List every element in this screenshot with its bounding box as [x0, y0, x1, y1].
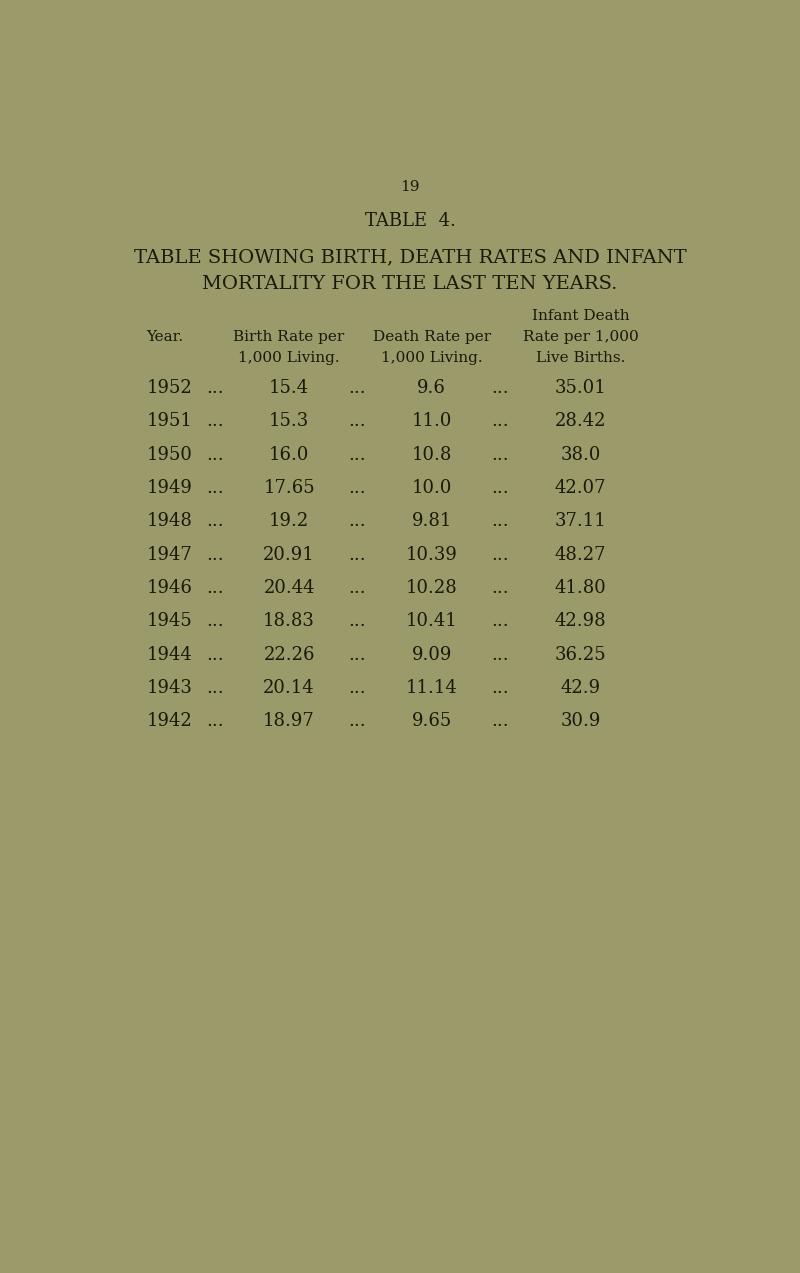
- Text: 42.9: 42.9: [561, 679, 601, 696]
- Text: 1945: 1945: [146, 612, 192, 630]
- Text: ...: ...: [349, 512, 366, 531]
- Text: 1951: 1951: [146, 412, 192, 430]
- Text: ...: ...: [491, 512, 509, 531]
- Text: ...: ...: [349, 612, 366, 630]
- Text: 19: 19: [400, 179, 420, 193]
- Text: ...: ...: [349, 412, 366, 430]
- Text: 1942: 1942: [146, 713, 192, 731]
- Text: 30.9: 30.9: [560, 713, 601, 731]
- Text: 9.09: 9.09: [411, 645, 452, 663]
- Text: 15.4: 15.4: [269, 379, 309, 397]
- Text: ...: ...: [206, 579, 223, 597]
- Text: Year.: Year.: [146, 330, 184, 344]
- Text: ...: ...: [491, 446, 509, 463]
- Text: 11.0: 11.0: [411, 412, 452, 430]
- Text: 16.0: 16.0: [269, 446, 310, 463]
- Text: 18.83: 18.83: [263, 612, 315, 630]
- Text: ...: ...: [491, 612, 509, 630]
- Text: TABLE SHOWING BIRTH, DEATH RATES AND INFANT: TABLE SHOWING BIRTH, DEATH RATES AND INF…: [134, 248, 686, 266]
- Text: ...: ...: [349, 479, 366, 496]
- Text: ...: ...: [206, 446, 223, 463]
- Text: ...: ...: [349, 645, 366, 663]
- Text: ...: ...: [206, 713, 223, 731]
- Text: 1943: 1943: [146, 679, 192, 696]
- Text: 42.07: 42.07: [554, 479, 606, 496]
- Text: 1,000 Living.: 1,000 Living.: [238, 350, 340, 364]
- Text: 22.26: 22.26: [263, 645, 315, 663]
- Text: 48.27: 48.27: [554, 546, 606, 564]
- Text: ...: ...: [206, 379, 223, 397]
- Text: 1,000 Living.: 1,000 Living.: [381, 350, 482, 364]
- Text: 1944: 1944: [146, 645, 192, 663]
- Text: 9.81: 9.81: [411, 512, 452, 531]
- Text: 28.42: 28.42: [554, 412, 606, 430]
- Text: 42.98: 42.98: [554, 612, 606, 630]
- Text: 10.39: 10.39: [406, 546, 458, 564]
- Text: 10.41: 10.41: [406, 612, 458, 630]
- Text: ...: ...: [491, 679, 509, 696]
- Text: ...: ...: [349, 446, 366, 463]
- Text: ...: ...: [491, 412, 509, 430]
- Text: ...: ...: [491, 546, 509, 564]
- Text: ...: ...: [349, 379, 366, 397]
- Text: ...: ...: [491, 379, 509, 397]
- Text: Death Rate per: Death Rate per: [373, 330, 490, 344]
- Text: 1949: 1949: [146, 479, 192, 496]
- Text: MORTALITY FOR THE LAST TEN YEARS.: MORTALITY FOR THE LAST TEN YEARS.: [202, 275, 618, 293]
- Text: 20.14: 20.14: [263, 679, 315, 696]
- Text: 18.97: 18.97: [263, 713, 315, 731]
- Text: 20.91: 20.91: [263, 546, 315, 564]
- Text: ...: ...: [491, 479, 509, 496]
- Text: Live Births.: Live Births.: [536, 350, 625, 364]
- Text: 20.44: 20.44: [263, 579, 315, 597]
- Text: 10.0: 10.0: [411, 479, 452, 496]
- Text: ...: ...: [206, 612, 223, 630]
- Text: 41.80: 41.80: [554, 579, 606, 597]
- Text: ...: ...: [206, 645, 223, 663]
- Text: ...: ...: [349, 546, 366, 564]
- Text: 1947: 1947: [146, 546, 192, 564]
- Text: Infant Death: Infant Death: [532, 309, 630, 323]
- Text: TABLE  4.: TABLE 4.: [365, 213, 455, 230]
- Text: 38.0: 38.0: [560, 446, 601, 463]
- Text: ...: ...: [349, 579, 366, 597]
- Text: 10.8: 10.8: [411, 446, 452, 463]
- Text: ...: ...: [206, 479, 223, 496]
- Text: ...: ...: [206, 512, 223, 531]
- Text: 9.65: 9.65: [411, 713, 452, 731]
- Text: 1952: 1952: [146, 379, 192, 397]
- Text: ...: ...: [206, 412, 223, 430]
- Text: 1948: 1948: [146, 512, 192, 531]
- Text: ...: ...: [206, 679, 223, 696]
- Text: 15.3: 15.3: [269, 412, 310, 430]
- Text: 11.14: 11.14: [406, 679, 458, 696]
- Text: 35.01: 35.01: [554, 379, 606, 397]
- Text: Rate per 1,000: Rate per 1,000: [522, 330, 638, 344]
- Text: ...: ...: [206, 546, 223, 564]
- Text: 37.11: 37.11: [554, 512, 606, 531]
- Text: Birth Rate per: Birth Rate per: [234, 330, 345, 344]
- Text: ...: ...: [349, 713, 366, 731]
- Text: ...: ...: [491, 645, 509, 663]
- Text: 1946: 1946: [146, 579, 192, 597]
- Text: ...: ...: [491, 579, 509, 597]
- Text: ...: ...: [349, 679, 366, 696]
- Text: 1950: 1950: [146, 446, 192, 463]
- Text: 9.6: 9.6: [418, 379, 446, 397]
- Text: 10.28: 10.28: [406, 579, 458, 597]
- Text: ...: ...: [491, 713, 509, 731]
- Text: 19.2: 19.2: [269, 512, 310, 531]
- Text: 36.25: 36.25: [554, 645, 606, 663]
- Text: 17.65: 17.65: [263, 479, 315, 496]
